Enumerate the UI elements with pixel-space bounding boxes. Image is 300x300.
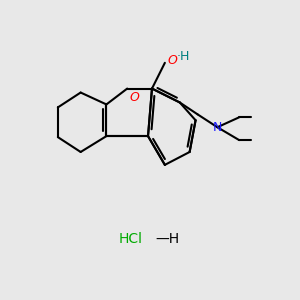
Text: O: O <box>168 54 178 67</box>
Text: ·H: ·H <box>177 50 190 63</box>
Text: O: O <box>129 91 139 103</box>
Text: N: N <box>213 121 222 134</box>
Text: HCl: HCl <box>118 232 142 246</box>
Text: —H: —H <box>155 232 179 246</box>
